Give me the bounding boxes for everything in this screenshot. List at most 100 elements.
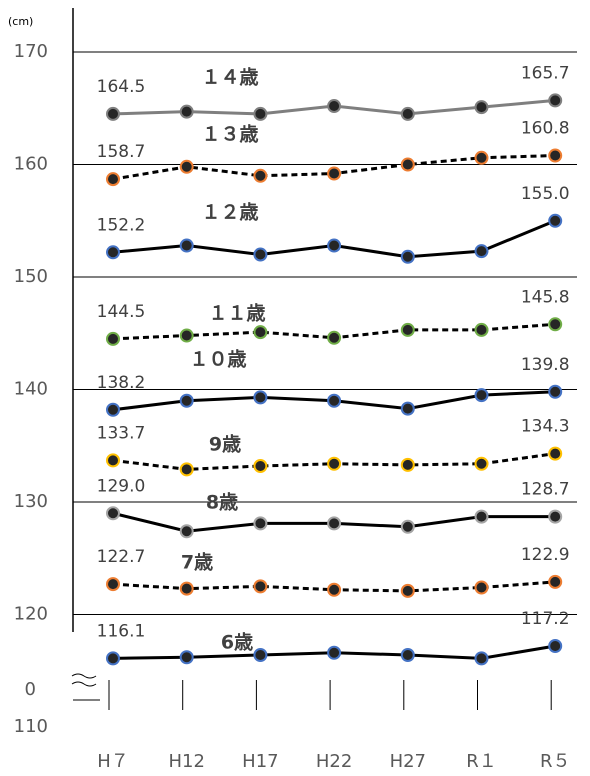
series-name: １４歳 <box>201 67 258 89</box>
y-tick-label: 150 <box>14 266 48 287</box>
value-label: 122.9 <box>521 545 570 565</box>
point <box>474 580 489 595</box>
x-tick-label: R５ <box>540 751 571 772</box>
value-label: 138.2 <box>97 373 146 393</box>
series-name: 7歳 <box>181 552 213 574</box>
point <box>253 390 268 405</box>
x-tick-label: R１ <box>466 751 497 772</box>
x-tick-label: H７ <box>97 751 129 772</box>
point <box>106 577 120 592</box>
y-tick-label: 130 <box>14 491 48 512</box>
y-tick-label: 170 <box>14 41 48 62</box>
point <box>327 238 342 253</box>
series-name: １０歳 <box>189 349 246 371</box>
point <box>253 516 268 531</box>
point <box>400 519 415 534</box>
value-label: 155.0 <box>521 184 570 204</box>
point <box>474 100 489 115</box>
series-name: 6歳 <box>221 632 253 654</box>
point <box>548 213 563 228</box>
value-label: 134.3 <box>521 417 570 437</box>
point <box>548 446 563 461</box>
series-name: 8歳 <box>206 492 238 514</box>
x-tick-label: H22 <box>316 751 352 772</box>
point <box>327 393 342 408</box>
point <box>179 581 194 596</box>
y-tick-label: 110 <box>14 716 48 737</box>
point <box>474 150 489 165</box>
point <box>179 104 194 119</box>
point <box>106 506 120 521</box>
point <box>474 651 489 666</box>
point <box>253 247 268 262</box>
point <box>400 249 415 264</box>
point <box>474 322 489 337</box>
point <box>253 168 268 183</box>
value-label: 116.1 <box>97 621 146 641</box>
point <box>548 639 563 654</box>
point <box>327 456 342 471</box>
point <box>179 524 194 539</box>
point <box>179 393 194 408</box>
point <box>106 172 120 187</box>
point <box>179 238 194 253</box>
series-name: １１歳 <box>208 303 265 325</box>
point <box>327 645 342 660</box>
point <box>400 157 415 172</box>
axis-break <box>71 673 97 687</box>
point <box>400 106 415 121</box>
point <box>327 516 342 531</box>
point <box>253 325 268 340</box>
point <box>106 402 120 417</box>
y-tick-label: 140 <box>14 379 48 400</box>
point <box>253 579 268 594</box>
value-label: 160.8 <box>521 119 570 139</box>
point <box>106 331 120 346</box>
value-label: 158.7 <box>97 142 146 162</box>
y-tick-label: 120 <box>14 604 48 625</box>
value-label: 145.8 <box>521 287 570 307</box>
x-tick-label: H27 <box>390 751 426 772</box>
point <box>179 328 194 343</box>
value-label: 164.5 <box>97 77 146 97</box>
point <box>548 384 563 399</box>
series-name: １２歳 <box>201 202 258 224</box>
point <box>548 317 563 332</box>
point <box>327 166 342 181</box>
point <box>179 462 194 477</box>
point <box>400 648 415 663</box>
point <box>327 99 342 114</box>
point <box>106 245 120 260</box>
point <box>106 453 120 468</box>
value-label: 133.7 <box>97 423 146 443</box>
x-tick-label: H12 <box>168 751 204 772</box>
point <box>106 106 120 121</box>
value-label: 139.8 <box>521 355 570 375</box>
point <box>179 159 194 174</box>
value-label: 129.0 <box>97 476 146 496</box>
point <box>548 509 563 524</box>
series-name: 9歳 <box>209 434 241 456</box>
point <box>253 459 268 474</box>
point <box>548 574 563 589</box>
point <box>327 330 342 345</box>
point <box>106 651 120 666</box>
point <box>474 244 489 259</box>
axis-break-label: 0 <box>25 679 36 700</box>
point <box>474 456 489 471</box>
value-label: 144.5 <box>97 302 146 322</box>
point <box>400 457 415 472</box>
point <box>400 322 415 337</box>
point <box>179 650 194 665</box>
point <box>474 388 489 403</box>
point <box>253 648 268 663</box>
value-label: 122.7 <box>97 547 146 567</box>
series-name: １３歳 <box>201 124 258 146</box>
point <box>474 509 489 524</box>
point <box>400 401 415 416</box>
value-label: 152.2 <box>97 215 146 235</box>
point <box>327 582 342 597</box>
y-tick-label: 160 <box>14 154 48 175</box>
point <box>400 583 415 598</box>
x-tick-label: H17 <box>242 751 278 772</box>
